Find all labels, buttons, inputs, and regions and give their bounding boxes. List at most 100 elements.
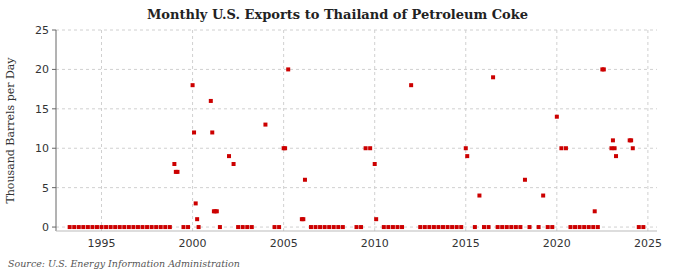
point [323,225,327,229]
point [505,225,509,229]
point [568,225,572,229]
point [587,225,591,229]
point [637,225,641,229]
point [391,225,395,229]
point [95,225,99,229]
x-grid-line [283,30,284,231]
point [318,225,322,229]
point [309,225,313,229]
point [131,225,135,229]
point [541,194,545,198]
y-grid-line [56,30,657,31]
point [487,225,491,229]
point [197,225,201,229]
point [578,225,582,229]
point [283,146,287,150]
x-grid-line [465,30,466,231]
point [359,225,363,229]
point [301,217,305,221]
point [118,225,122,229]
point [263,123,267,127]
x-tick-label: 2015 [452,237,480,250]
y-axis-label: Thousand Barrels per Day [4,57,17,204]
point [81,225,85,229]
point [100,225,104,229]
x-grid-line [374,30,375,231]
point [611,138,615,142]
y-tick [52,148,56,149]
point [441,225,445,229]
point [245,225,249,229]
x-grid-line [101,30,102,231]
chart: 05101520251995200020052010201520202025Mo… [0,0,675,275]
point [355,225,359,229]
y-grid-line [56,108,657,109]
point [395,225,399,229]
y-tick [52,108,56,109]
point [374,217,378,221]
x-tick-label: 2005 [270,237,298,250]
point [227,154,231,158]
point [500,225,504,229]
point [518,225,522,229]
point [482,225,486,229]
y-tick [52,227,56,228]
point [191,83,195,87]
point [186,225,190,229]
x-axis-line [56,231,657,232]
point [192,130,196,134]
point [341,225,345,229]
x-tick-label: 2025 [634,237,662,250]
point [141,225,145,229]
y-tick-label: 10 [35,142,49,155]
x-grid-line [647,30,648,231]
point [432,225,436,229]
y-tick-label: 15 [35,103,49,116]
x-tick-label: 2010 [361,237,389,250]
point [194,201,198,205]
grid [56,30,657,231]
title: Monthly U.S. Exports to Thailand of Petr… [147,7,528,22]
point [277,225,281,229]
point [68,225,72,229]
point [514,225,518,229]
point [286,67,290,71]
point [573,225,577,229]
point [596,225,600,229]
point [593,209,597,213]
point [236,225,240,229]
point [591,225,595,229]
point [373,162,377,166]
point [602,67,606,71]
point [491,75,495,79]
point [496,225,500,229]
point [232,162,236,166]
point [159,225,163,229]
point [418,225,422,229]
point [450,225,454,229]
y-grid-line [56,187,657,188]
point [195,217,199,221]
point [215,209,219,213]
point [145,225,149,229]
point [368,146,372,150]
point [613,146,617,150]
point [477,194,481,198]
y-tick [52,30,56,31]
point [455,225,459,229]
point [168,225,172,229]
point [241,225,245,229]
point [459,225,463,229]
point [127,225,131,229]
point [555,115,559,119]
point [154,225,158,229]
y-tick [52,187,56,188]
point [218,225,222,229]
point [332,225,336,229]
point [172,162,176,166]
point [465,154,469,158]
point [564,146,568,150]
point [436,225,440,229]
point [109,225,113,229]
point [409,83,413,87]
